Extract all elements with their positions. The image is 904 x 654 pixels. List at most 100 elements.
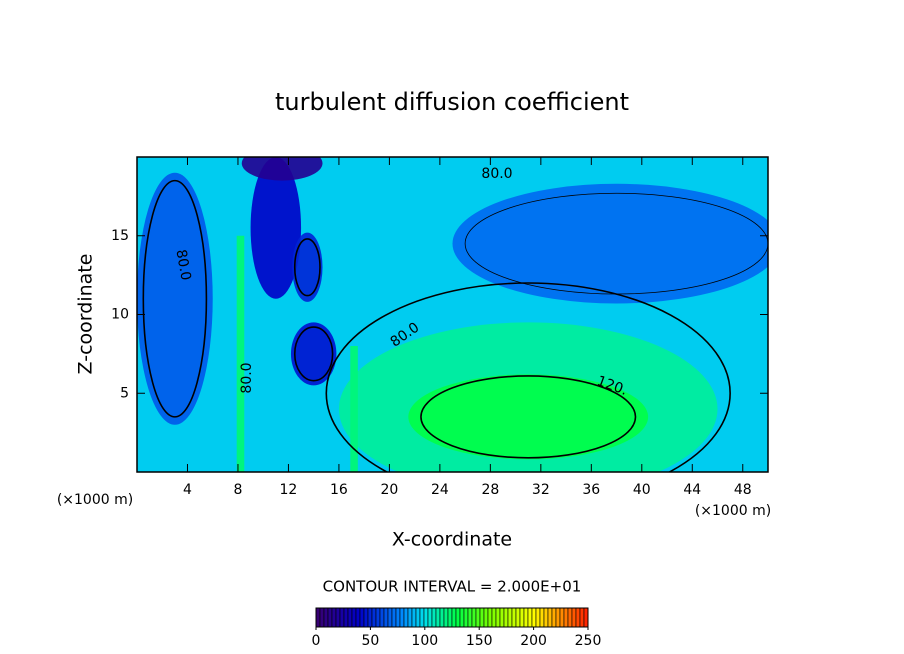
colorbar-cell xyxy=(415,607,421,628)
colorbar-cell xyxy=(367,607,373,628)
colorbar-cell xyxy=(567,607,573,628)
colorbar-cell xyxy=(535,607,541,628)
colorbar-cell xyxy=(467,607,473,628)
field-region xyxy=(236,235,245,472)
x-tick-label: 40 xyxy=(633,482,651,498)
colorbar-cell xyxy=(463,607,469,628)
contour-line xyxy=(293,238,321,297)
contour-interval: CONTOUR INTERVAL = 2.000E+01 xyxy=(323,578,582,596)
field xyxy=(137,157,768,472)
colorbar-cell xyxy=(471,607,477,628)
field-region xyxy=(452,183,768,304)
colorbar-cell xyxy=(435,607,441,628)
colorbar-cell xyxy=(507,607,513,628)
colorbar-cell xyxy=(319,607,325,628)
colorbar-cell xyxy=(379,607,385,628)
colorbar-cell xyxy=(383,607,389,628)
colorbar-cell xyxy=(483,607,489,628)
colorbar-cell xyxy=(571,607,577,628)
field-region xyxy=(137,172,213,425)
y-tick-label: 10 xyxy=(111,307,129,323)
colorbar-cell xyxy=(555,607,561,628)
field-region xyxy=(408,374,649,460)
colorbar-cell xyxy=(335,607,341,628)
colorbar-cell xyxy=(527,607,533,628)
colorbar-cell xyxy=(359,607,365,628)
colorbar-cell xyxy=(479,607,485,628)
colorbar-cell xyxy=(387,607,393,628)
colorbar-cell xyxy=(579,607,585,628)
colorbar-frame xyxy=(315,607,589,628)
colorbar-cell xyxy=(431,607,437,628)
colorbar-cell xyxy=(539,607,545,628)
colorbar-tick-label: 150 xyxy=(466,633,493,649)
colorbar-cell xyxy=(375,607,381,628)
field-region xyxy=(292,232,323,302)
colorbar-cell xyxy=(575,607,581,628)
colorbar-cell xyxy=(391,607,397,628)
colorbar-cell xyxy=(439,607,445,628)
x-axis-label: X-coordinate xyxy=(392,529,512,551)
y-tick-label: 5 xyxy=(120,385,129,401)
colorbar-tick-label: 100 xyxy=(411,633,438,649)
x-unit: (×1000 m) xyxy=(695,503,771,519)
x-tick-label: 24 xyxy=(431,482,449,498)
colorbar-cell xyxy=(355,607,361,628)
colorbar-cell xyxy=(495,607,501,628)
x-tick-label: 28 xyxy=(481,482,499,498)
colorbar-cell xyxy=(499,607,505,628)
colorbar-cell xyxy=(531,607,537,628)
colorbar-cell xyxy=(475,607,481,628)
colorbar-cell xyxy=(519,607,525,628)
colorbar-cell xyxy=(515,607,521,628)
colorbar-cell xyxy=(491,607,497,628)
chart-title: turbulent diffusion coefficient xyxy=(275,88,629,116)
contour-line xyxy=(325,282,731,472)
colorbar-cell xyxy=(423,607,429,628)
contour-line xyxy=(293,326,334,382)
contour-label: 80.0 xyxy=(172,248,193,281)
x-tick-label: 4 xyxy=(183,482,192,498)
colorbar-cell xyxy=(407,607,413,628)
colorbar-cell xyxy=(583,607,589,628)
x-tick-label: 32 xyxy=(532,482,550,498)
colorbar-cell xyxy=(347,607,353,628)
colorbar-cell xyxy=(503,607,509,628)
colorbar-cell xyxy=(523,607,529,628)
colorbar-cell xyxy=(563,607,569,628)
x-tick-label: 16 xyxy=(330,482,348,498)
colorbar-cell xyxy=(331,607,337,628)
colorbar-cell xyxy=(459,607,465,628)
colorbar-cell xyxy=(395,607,401,628)
colorbar-tick-label: 50 xyxy=(361,633,379,649)
colorbar-tick-label: 250 xyxy=(575,633,602,649)
field-region xyxy=(250,157,302,299)
x-tick-label: 44 xyxy=(683,482,701,498)
y-tick-label: 15 xyxy=(111,228,129,244)
colorbar-cell xyxy=(363,607,369,628)
colorbar-cell xyxy=(419,607,425,628)
colorbar-cell xyxy=(399,607,405,628)
colorbar-cell xyxy=(447,607,453,628)
x-tick-label: 48 xyxy=(734,482,752,498)
field-region xyxy=(350,346,358,472)
colorbar-cell xyxy=(351,607,357,628)
colorbar-cell xyxy=(411,607,417,628)
colorbar-cell xyxy=(451,607,457,628)
x-tick-label: 8 xyxy=(233,482,242,498)
x-tick-label: 12 xyxy=(280,482,298,498)
x-tick-label: 20 xyxy=(380,482,398,498)
colorbar-cell xyxy=(343,607,349,628)
colorbar-cell xyxy=(511,607,517,628)
colorbar-cell xyxy=(323,607,329,628)
colorbar-cell xyxy=(559,607,565,628)
colorbar-cell xyxy=(551,607,557,628)
colorbar-cell xyxy=(543,607,549,628)
colorbar-tick-label: 200 xyxy=(520,633,547,649)
colorbar-cell xyxy=(547,607,553,628)
colorbar-cell xyxy=(339,607,345,628)
contour-line xyxy=(142,179,208,418)
colorbar-cell xyxy=(427,607,433,628)
colorbar-cell xyxy=(371,607,377,628)
